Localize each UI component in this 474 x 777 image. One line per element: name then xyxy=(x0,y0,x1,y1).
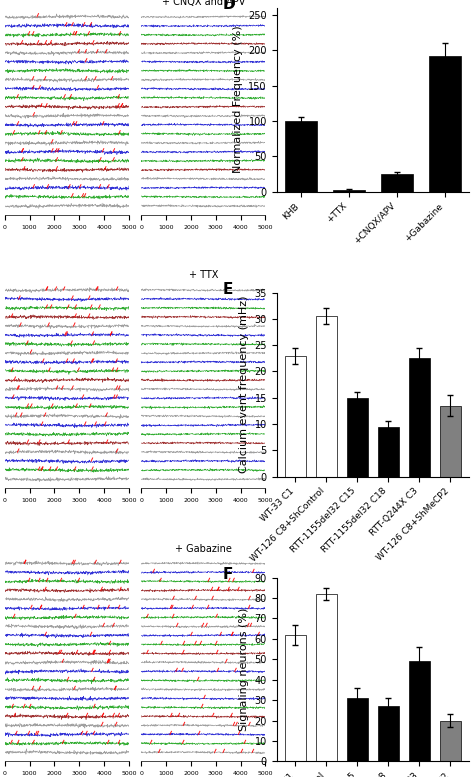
Bar xyxy=(440,406,461,476)
Y-axis label: ROI#: ROI# xyxy=(0,100,2,122)
Bar xyxy=(317,316,337,476)
Bar xyxy=(382,174,412,192)
Y-axis label: Calcium event frequency (mHz): Calcium event frequency (mHz) xyxy=(239,296,249,473)
Text: E: E xyxy=(223,282,233,297)
Text: D: D xyxy=(223,0,236,12)
Title: + Gabazine: + Gabazine xyxy=(175,544,232,554)
Bar xyxy=(410,358,429,476)
Title: + CNQX and APV: + CNQX and APV xyxy=(162,0,245,7)
Bar xyxy=(333,190,365,192)
Bar xyxy=(347,398,367,476)
Y-axis label: Normalized Frequency (%): Normalized Frequency (%) xyxy=(233,26,243,173)
Bar xyxy=(285,635,306,761)
Bar xyxy=(347,699,367,761)
Bar xyxy=(378,427,399,476)
Y-axis label: Signaling neurons (%): Signaling neurons (%) xyxy=(239,608,249,731)
Title: + TTX: + TTX xyxy=(189,270,218,280)
Y-axis label: ROI#: ROI# xyxy=(0,374,2,395)
Bar xyxy=(429,56,461,192)
Bar xyxy=(285,356,306,476)
Bar xyxy=(285,121,317,192)
Bar xyxy=(440,720,461,761)
Bar xyxy=(378,706,399,761)
Text: F: F xyxy=(223,566,233,582)
Bar xyxy=(410,661,429,761)
Bar xyxy=(317,594,337,761)
Y-axis label: ROI#: ROI# xyxy=(0,647,2,669)
